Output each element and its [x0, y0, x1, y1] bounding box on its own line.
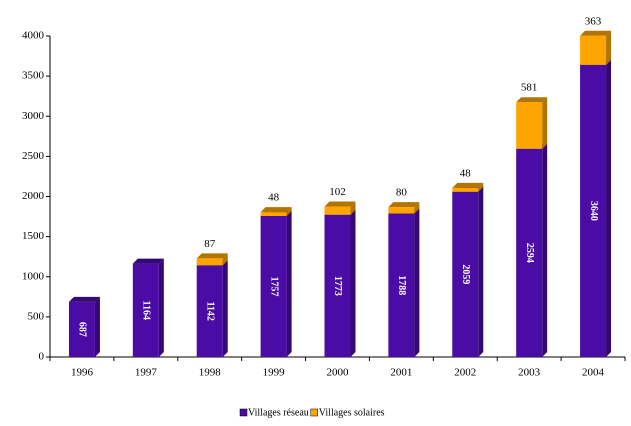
bar-top: [68, 296, 100, 302]
bar-side: [286, 207, 292, 217]
bar-top: [260, 207, 292, 213]
x-tick-label: 2001: [390, 367, 412, 379]
bar: [260, 216, 287, 357]
bar-side: [414, 202, 420, 214]
bar-value-label: 1164: [141, 301, 152, 320]
bar-value-label: 87: [204, 238, 216, 250]
bar-top: [516, 97, 548, 103]
bar: [516, 148, 543, 357]
x-tick-label: 2003: [518, 367, 541, 379]
bar: [68, 301, 95, 357]
bar-top: [388, 202, 420, 208]
bar: [516, 102, 543, 149]
bar: [324, 206, 351, 215]
bar-top: [324, 201, 356, 207]
bar-value-label: 3640: [588, 201, 599, 221]
x-tick-label: 1997: [135, 367, 158, 379]
bar-value-label: 1788: [396, 275, 407, 295]
bar: [196, 265, 223, 357]
y-tick-label: 2000: [22, 190, 45, 202]
bar: [452, 191, 479, 357]
bar-side: [158, 258, 164, 357]
x-tick-label: 2002: [454, 367, 476, 379]
y-tick-label: 3000: [22, 110, 45, 122]
bar-side: [606, 30, 612, 65]
bar-side: [542, 143, 548, 357]
bar-value-label: 581: [521, 82, 538, 94]
bar-value-label: 48: [460, 167, 472, 179]
bar: [132, 263, 159, 357]
legend-swatch: [310, 408, 319, 417]
x-tick-label: 2004: [582, 367, 605, 379]
bar-value-label: 102: [329, 186, 346, 198]
legend-swatch: [239, 408, 248, 417]
legend-label: Villages solaires: [319, 407, 385, 418]
x-tick-label: 1996: [71, 367, 94, 379]
bar-value-label: 1142: [204, 301, 215, 320]
y-tick-label: 4000: [22, 30, 45, 42]
bar-side: [350, 201, 356, 215]
bar-side: [94, 296, 100, 357]
bar-value-label: 2059: [460, 264, 471, 284]
bar: [196, 258, 223, 266]
bar-value-label: 48: [268, 192, 280, 204]
bar: [388, 207, 415, 214]
y-tick-label: 0: [39, 351, 45, 363]
y-tick-label: 3500: [22, 70, 45, 82]
bar-side: [350, 209, 356, 357]
bar-side: [286, 211, 292, 357]
bar: [260, 212, 287, 217]
bar-side: [606, 59, 612, 357]
bar-value-label: 2594: [524, 243, 535, 263]
bar: [580, 64, 607, 357]
bar: [388, 213, 415, 357]
bar-top: [132, 258, 164, 264]
bar-top: [580, 30, 612, 36]
legend-label: Villages réseau: [248, 407, 309, 418]
bar-side: [478, 182, 484, 192]
bar-side: [222, 260, 228, 357]
bar-value-label: 1773: [332, 276, 343, 296]
x-tick-label: 1998: [199, 367, 222, 379]
x-tick-label: 2000: [327, 367, 350, 379]
bar-value-label: 363: [585, 15, 602, 27]
bar-side: [222, 253, 228, 266]
bar-value-label: 687: [77, 322, 88, 337]
bar-top: [452, 182, 484, 188]
bar: [324, 214, 351, 357]
y-tick-label: 500: [28, 310, 45, 322]
y-tick-label: 1500: [22, 230, 45, 242]
bar-side: [414, 208, 420, 357]
bar: [580, 35, 607, 65]
y-tick-label: 1000: [22, 270, 45, 282]
x-tick-label: 1999: [263, 367, 286, 379]
bar-value-label: 1757: [268, 277, 279, 297]
bar-value-label: 80: [396, 187, 408, 199]
bar: [452, 187, 479, 192]
y-tick-label: 2500: [22, 150, 45, 162]
bar-side: [478, 186, 484, 357]
bar-top: [196, 253, 228, 259]
bar-side: [542, 97, 548, 149]
